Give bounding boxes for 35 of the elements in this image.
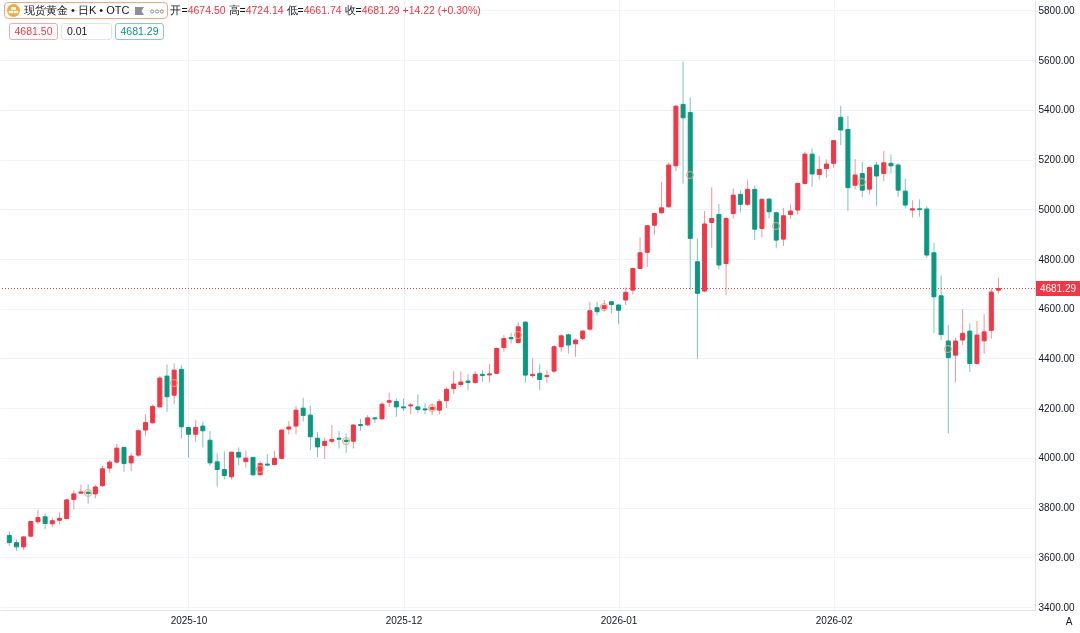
annotation: 0.01 [61, 23, 112, 40]
y-tick-label: 4000.00 [1038, 452, 1076, 464]
candlestick [917, 198, 923, 218]
candlestick [42, 513, 48, 530]
candlestick [465, 373, 471, 391]
candlestick [508, 332, 514, 345]
x-tick-label: 2025-10 [170, 614, 208, 626]
x-tick-label: 2026-02 [815, 614, 853, 626]
y-tick-label: 3800.00 [1038, 502, 1076, 514]
y-tick-label: 4400.00 [1038, 352, 1076, 364]
chart-subtitle: 开=4674.50 高=4724.14 低=4661.74 收=4681.29 +14.22 (+0.30%) [170, 4, 481, 16]
y-tick-label: 3400.00 [1038, 601, 1076, 613]
y-tick-label: 3600.00 [1038, 551, 1076, 563]
candlestick [78, 483, 84, 495]
y-tick-label: 5800.00 [1038, 4, 1076, 16]
candlestick [35, 509, 41, 525]
candlestick [458, 370, 464, 388]
candlestick [372, 416, 378, 424]
x-tick-label: 2025-12 [385, 614, 423, 626]
annotation: 4681.50 [9, 23, 58, 40]
y-tick-label: 5400.00 [1038, 104, 1076, 116]
y-tick-label: 4600.00 [1038, 303, 1076, 315]
annotation: 4681.29 [115, 23, 164, 40]
candlestick [336, 430, 342, 449]
candlestick [594, 301, 600, 317]
y-tick-label: 5600.00 [1038, 54, 1076, 66]
chart-title: 现货黄金 • 日K • OTC [24, 4, 130, 18]
x-tick-label: 2026-01 [600, 614, 638, 626]
y-tick-label: 4800.00 [1038, 253, 1076, 265]
text: A [1064, 616, 1074, 628]
y-tick-label: 5000.00 [1038, 203, 1076, 215]
candlestick [544, 369, 550, 384]
y-tick-label: 4200.00 [1038, 402, 1076, 414]
y-tick-label: 5200.00 [1038, 154, 1076, 166]
ref-line-label: 4681.29 [1036, 281, 1080, 297]
